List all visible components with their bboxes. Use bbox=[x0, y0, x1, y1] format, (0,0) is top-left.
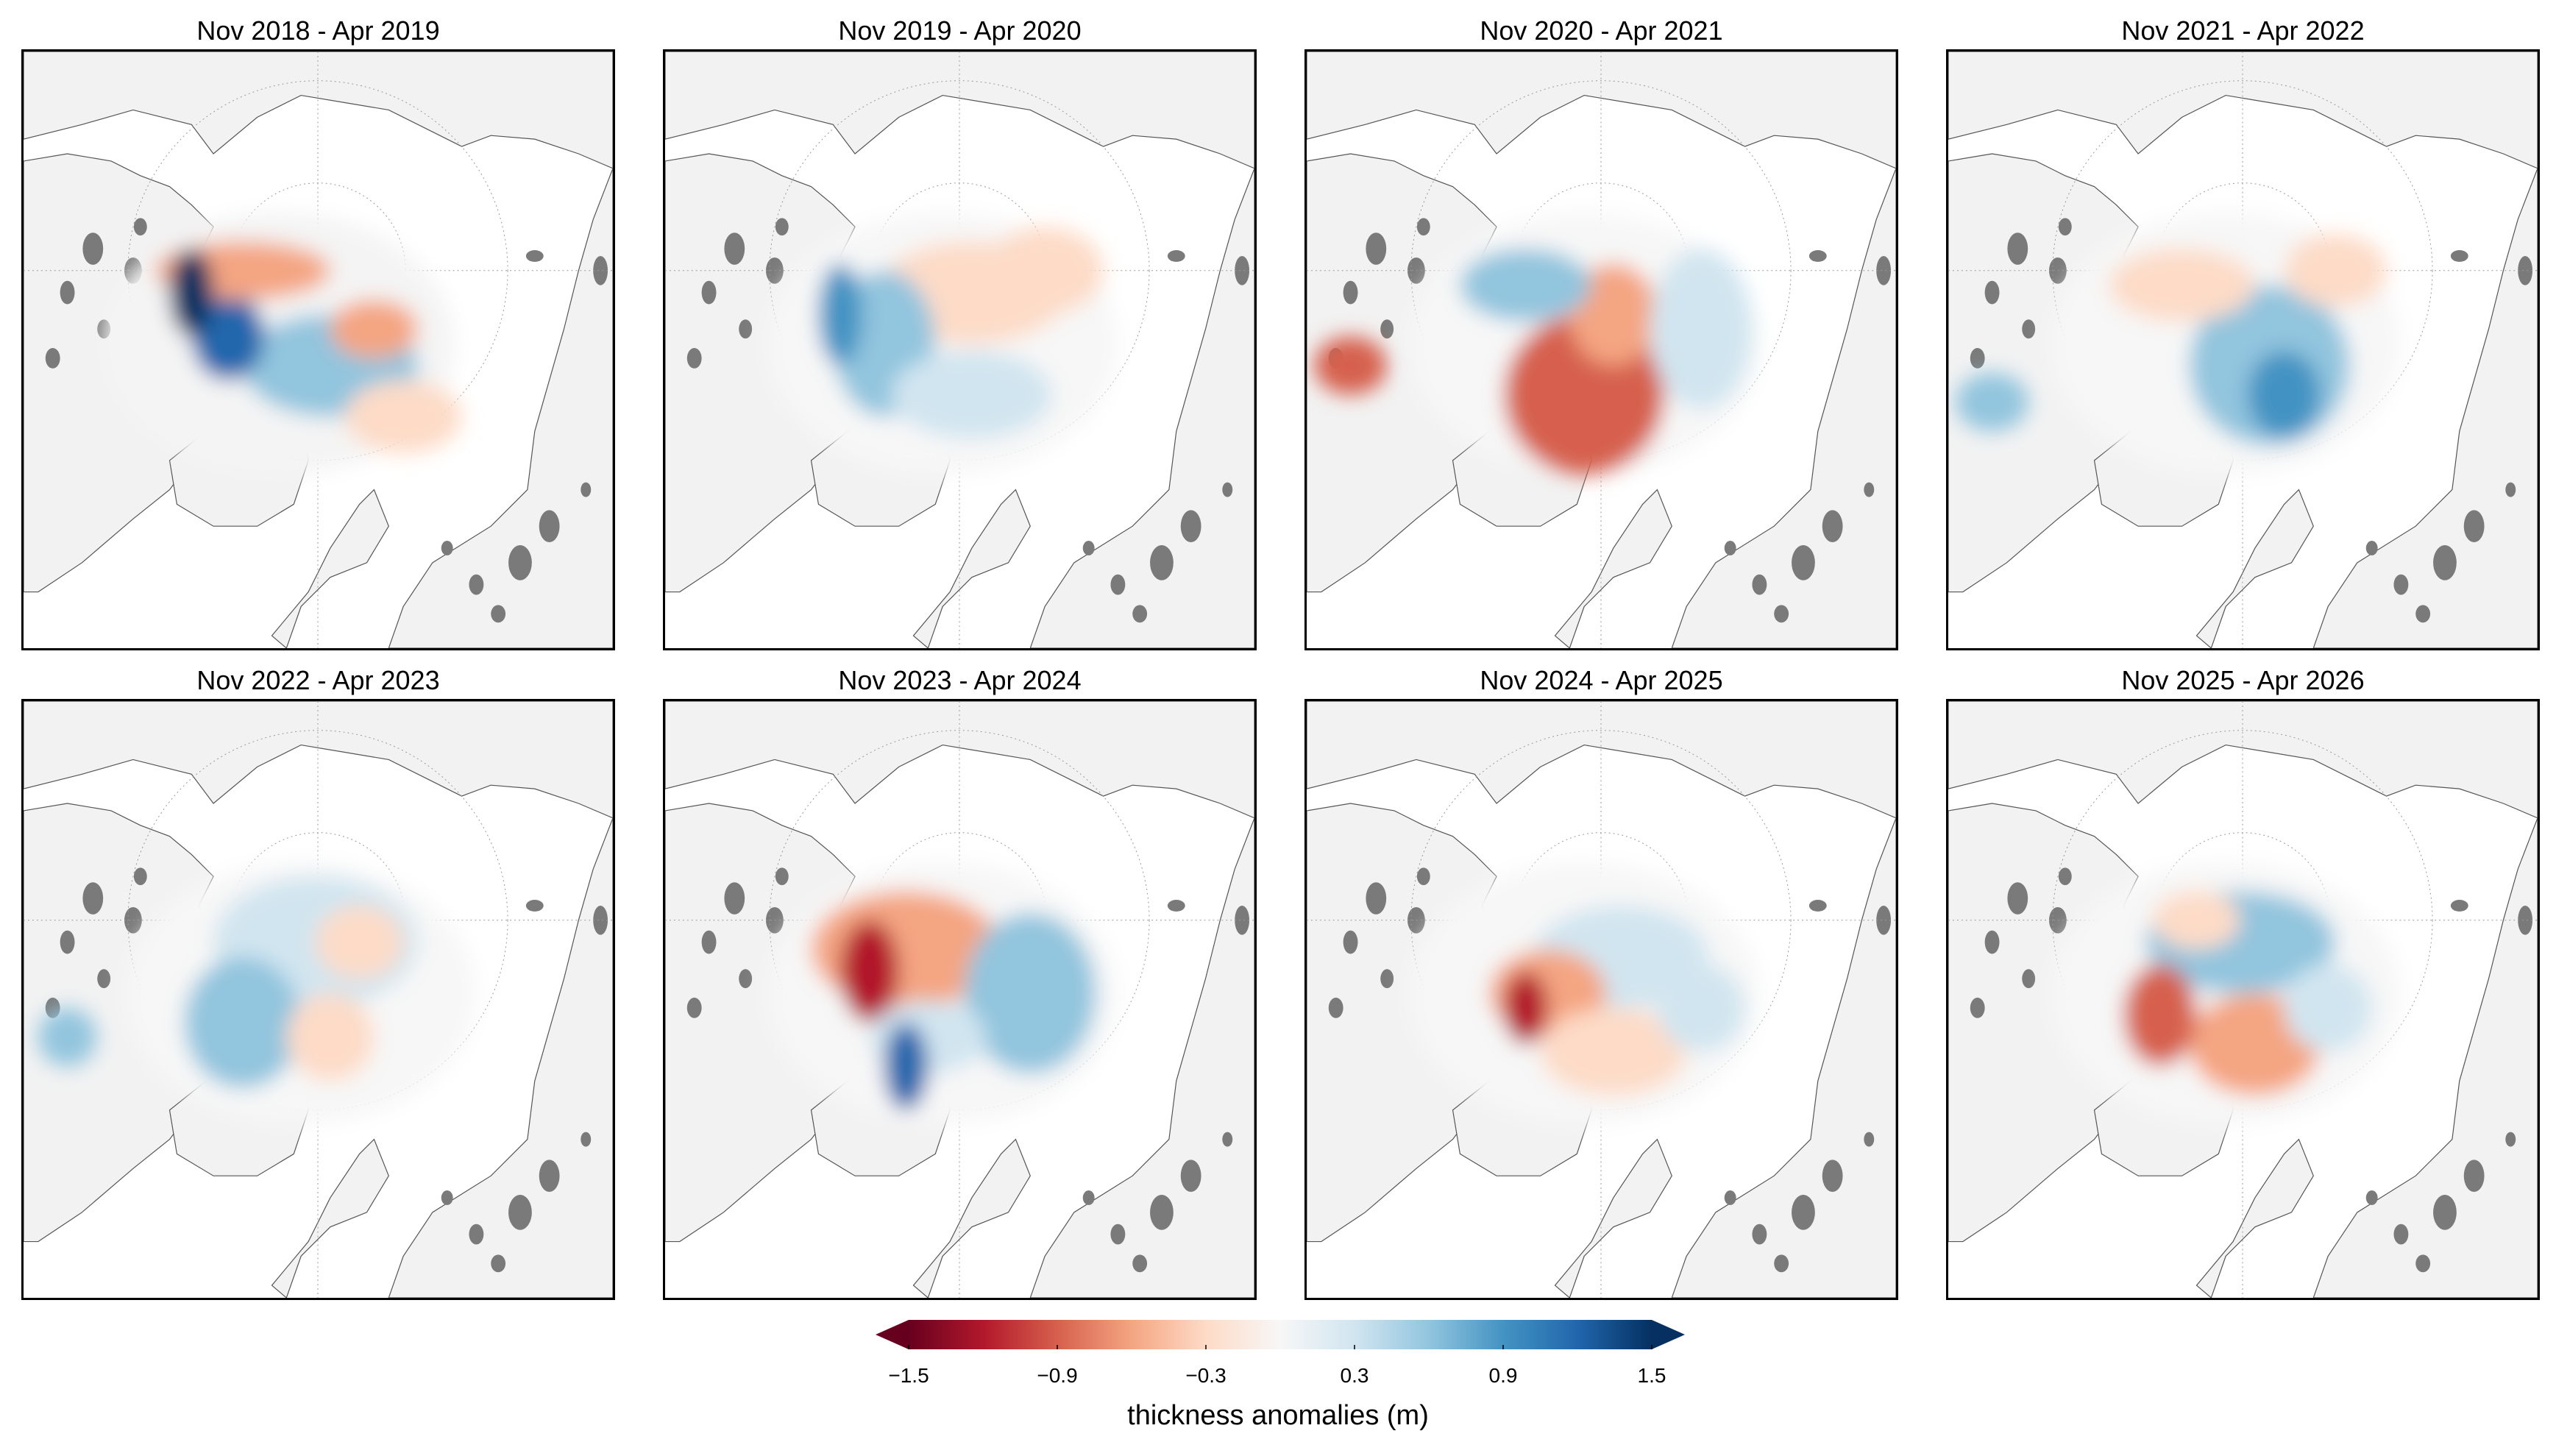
colorbar bbox=[876, 1320, 1685, 1349]
arctic-map-5 bbox=[24, 701, 613, 1298]
map-panel-6 bbox=[663, 699, 1257, 1300]
panel-title-5: Nov 2022 - Apr 2023 bbox=[196, 665, 440, 695]
colorbar-ticks bbox=[908, 1345, 1652, 1349]
map-panel-1 bbox=[21, 49, 615, 650]
panel-title-3: Nov 2020 - Apr 2021 bbox=[1480, 15, 1723, 46]
arctic-map-8 bbox=[1948, 701, 2538, 1298]
arctic-map-2 bbox=[665, 52, 1254, 648]
colorbar-extend-high bbox=[1652, 1320, 1685, 1349]
colorbar-label: thickness anomalies (m) bbox=[1127, 1400, 1429, 1431]
arctic-map-3 bbox=[1307, 52, 1896, 648]
panel-title-7: Nov 2024 - Apr 2025 bbox=[1480, 665, 1723, 695]
panel-title-1: Nov 2018 - Apr 2019 bbox=[196, 15, 440, 46]
map-panel-8 bbox=[1946, 699, 2540, 1300]
colorbar-tick-label: 0.3 bbox=[1340, 1364, 1369, 1387]
arctic-map-4 bbox=[1948, 52, 2538, 648]
colorbar-body bbox=[909, 1320, 1652, 1349]
arctic-map-6 bbox=[665, 701, 1254, 1298]
map-panel-7 bbox=[1304, 699, 1898, 1300]
panel-title-6: Nov 2023 - Apr 2024 bbox=[838, 665, 1082, 695]
colorbar-tick-label: 1.5 bbox=[1637, 1364, 1666, 1387]
map-panel-3 bbox=[1304, 49, 1898, 650]
arctic-map-1 bbox=[24, 52, 613, 648]
panel-title-8: Nov 2025 - Apr 2026 bbox=[2121, 665, 2365, 695]
arctic-map-7 bbox=[1307, 701, 1896, 1298]
colorbar-tick-label: −0.9 bbox=[1037, 1364, 1078, 1387]
colorbar-tick-label: 0.9 bbox=[1488, 1364, 1518, 1387]
colorbar-tick-label: −1.5 bbox=[888, 1364, 929, 1387]
map-panel-5 bbox=[21, 699, 615, 1300]
map-panel-2 bbox=[663, 49, 1257, 650]
map-panel-4 bbox=[1946, 49, 2540, 650]
colorbar-extend-low bbox=[876, 1320, 909, 1349]
panel-title-4: Nov 2021 - Apr 2022 bbox=[2121, 15, 2365, 46]
colorbar-tick-label: −0.3 bbox=[1185, 1364, 1226, 1387]
panel-title-2: Nov 2019 - Apr 2020 bbox=[838, 15, 1082, 46]
